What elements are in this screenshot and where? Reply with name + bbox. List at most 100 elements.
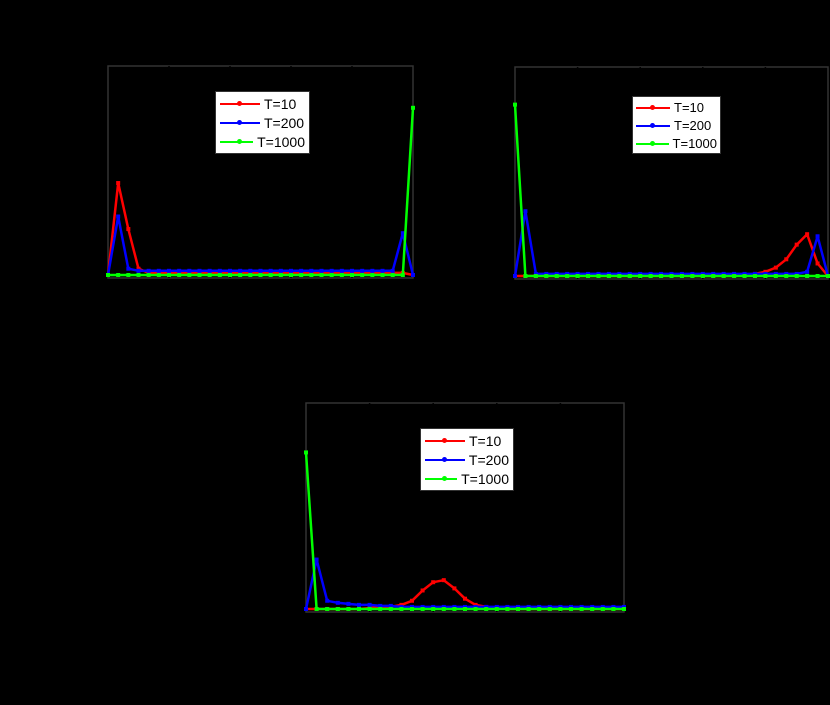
data-point-marker [700,271,705,276]
data-point-marker [516,604,520,609]
data-point-marker [679,271,684,276]
data-point-marker [794,242,799,247]
data-point-marker [197,270,202,275]
data-point-marker [648,271,653,276]
legend-item-t1000: T=1000 [425,469,509,488]
data-point-marker [596,271,601,276]
data-point-marker [217,270,222,275]
data-point-marker [126,266,131,271]
data-point-marker [431,580,436,585]
data-point-marker [217,273,222,277]
data-point-marker [278,268,283,273]
data-point-marker [431,604,436,609]
data-point-marker [463,604,467,609]
data-point-marker [268,268,273,273]
data-point-marker [752,271,757,276]
data-point-marker [309,268,314,273]
data-point-marker [554,271,559,276]
data-point-marker [319,273,324,277]
data-point-marker [360,270,365,275]
data-point-marker [565,274,570,278]
data-point-marker [558,607,563,611]
legend-item-t200: T=200 [220,113,305,132]
data-point-marker [136,266,141,271]
data-point-marker [669,271,674,276]
data-point-marker [228,268,232,273]
data-point-marker [370,273,375,277]
data-point-marker [339,270,344,275]
legend-label: T=200 [674,117,712,133]
data-point-marker [390,268,395,273]
data-point-marker [335,600,340,605]
data-point-marker [513,274,517,278]
data-point-marker [314,557,319,562]
data-point-marker [367,602,372,607]
data-point-marker [309,270,314,275]
data-point-marker [763,269,768,274]
data-point-marker [177,268,182,273]
legend-top-left: T=10 T=200 T=1000 [215,91,310,154]
legend-line-blue-icon [636,116,670,135]
data-point-marker [378,607,383,611]
data-point-marker [360,273,365,277]
data-point-marker [156,273,161,277]
data-point-marker [679,274,684,278]
data-point-marker [742,274,747,278]
data-point-marker [473,604,478,609]
data-point-marker [357,607,361,611]
data-point-marker [526,604,531,609]
data-point-marker [238,268,243,273]
data-point-marker [304,607,308,611]
data-point-marker [805,269,810,274]
data-point-marker [207,273,212,277]
data-point-marker [380,268,385,273]
data-point-marker [627,274,632,278]
data-point-marker [617,274,622,278]
data-point-marker [463,607,467,611]
data-point-marker [659,274,664,278]
data-point-marker [463,596,467,601]
data-point-marker [167,270,171,275]
data-point-marker [805,232,810,237]
data-point-marker [357,602,361,607]
legend-item-t200: T=200 [425,450,509,469]
data-point-marker [370,270,375,275]
legend-item-t10: T=10 [636,98,717,116]
data-point-marker [575,274,580,278]
data-point-marker [600,607,605,611]
data-point-marker [579,604,584,609]
data-point-marker [742,271,747,276]
data-point-marker [648,274,653,278]
legend-line-green-icon [425,469,458,488]
data-point-marker [146,268,151,273]
data-point-marker [400,273,405,277]
data-point-marker [390,273,395,277]
series-line-t200 [304,558,624,610]
data-point-marker [547,607,552,611]
data-point-marker [579,607,584,611]
data-point-marker [669,274,674,278]
data-point-marker [370,268,375,273]
data-point-marker [380,273,385,277]
data-point-marker [380,270,385,275]
data-point-marker [752,274,757,278]
data-point-marker [106,273,110,277]
data-point-marker [136,268,141,273]
legend-line-red-icon [220,94,260,113]
data-point-marker [431,607,436,611]
data-point-marker [420,607,425,611]
data-point-marker [617,271,622,276]
data-point-marker [116,181,121,186]
data-point-marker [784,274,789,278]
data-point-marker [248,273,253,277]
data-point-marker [339,273,344,277]
data-point-marker [410,598,414,603]
data-point-marker [569,607,573,611]
legend-label: T=200 [264,114,305,131]
data-point-marker [622,607,626,611]
data-point-marker [794,271,799,276]
data-point-marker [228,270,232,275]
